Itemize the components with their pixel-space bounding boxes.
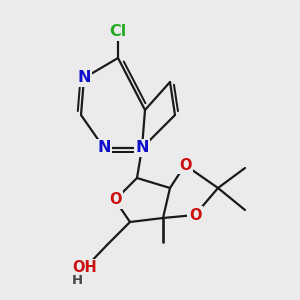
Text: O: O: [189, 208, 201, 223]
Text: Cl: Cl: [110, 25, 127, 40]
Text: N: N: [97, 140, 111, 155]
Text: O: O: [179, 158, 191, 172]
Text: N: N: [77, 70, 91, 86]
Text: H: H: [71, 274, 82, 286]
Text: O: O: [109, 193, 121, 208]
Text: N: N: [135, 140, 149, 155]
Text: OH: OH: [73, 260, 98, 275]
